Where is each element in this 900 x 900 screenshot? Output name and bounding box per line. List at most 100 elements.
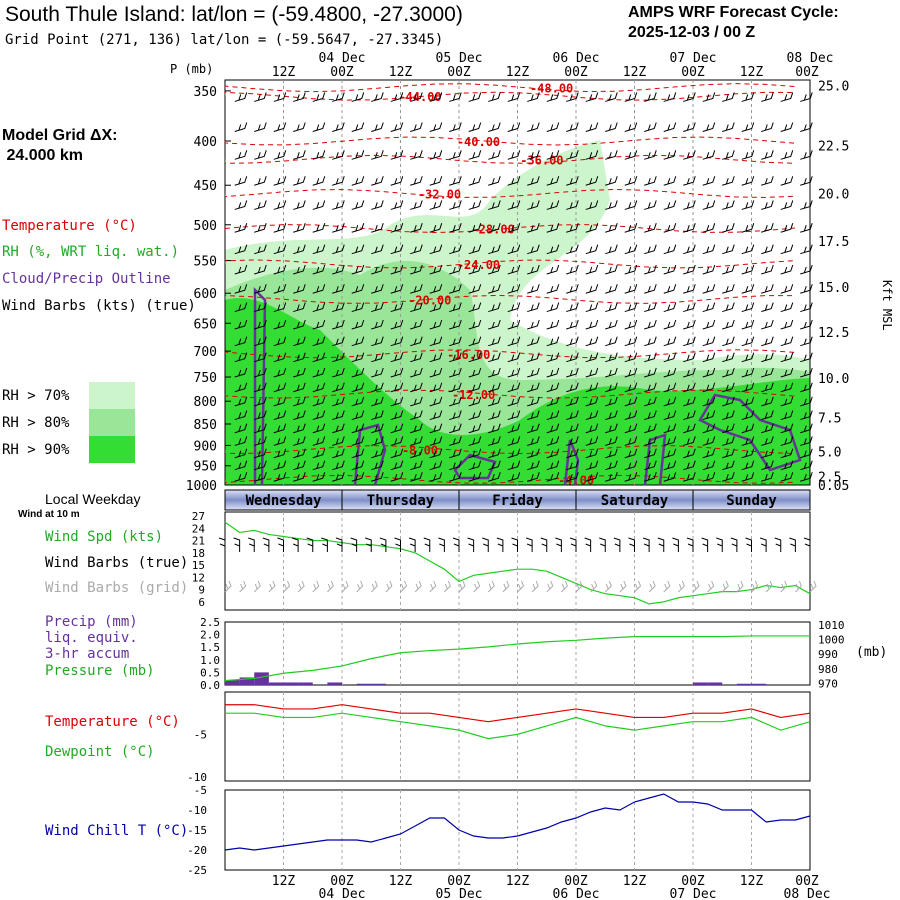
profile-wind-barb <box>254 410 267 421</box>
profile-wind-barb <box>624 122 638 132</box>
profile-wind-barb <box>683 176 696 186</box>
profile-wind-barb <box>722 367 735 378</box>
surface-wind-barb <box>218 537 226 552</box>
profile-wind-barb <box>702 472 716 482</box>
profile-wind-barb <box>683 244 696 255</box>
legend-barbs-true: Wind Barbs (true) <box>45 555 189 571</box>
profile-wind-barb <box>722 423 735 434</box>
bottom-hour-label: 12Z <box>272 874 296 889</box>
profile-wind-barb <box>410 460 423 471</box>
profile-wind-barb <box>683 472 696 482</box>
profile-wind-barb <box>234 284 248 294</box>
profile-wind-barb <box>390 150 404 160</box>
profile-wind-barb <box>585 284 599 294</box>
profile-wind-barb <box>566 436 579 446</box>
profile-wind-barb <box>566 410 579 421</box>
surface-wind-barb <box>423 537 431 552</box>
profile-wind-barb <box>351 448 365 459</box>
profile-wind-barb <box>371 423 384 434</box>
profile-wind-barb <box>644 264 657 275</box>
profile-wind-barb <box>663 302 677 313</box>
grid-wind-barb <box>239 580 247 593</box>
profile-wind-barb <box>273 396 287 407</box>
profile-wind-barb <box>800 367 813 378</box>
profile-wind-barb <box>546 448 560 459</box>
profile-wind-barb <box>449 460 462 471</box>
profile-wind-barb <box>449 396 462 407</box>
profile-wind-barb <box>605 460 618 471</box>
grid-wind-barb <box>224 580 232 593</box>
profile-wind-barb <box>546 472 560 482</box>
legend-rh80: RH > 80% <box>2 415 70 431</box>
profile-wind-barb <box>312 244 326 255</box>
profile-wind-barb <box>683 448 696 459</box>
grid-wind-barb <box>809 580 817 593</box>
kft-tick-label: 15.0 <box>818 281 849 296</box>
profile-wind-barb <box>800 460 813 471</box>
profile-wind-barb <box>429 448 443 459</box>
top-date-label: 06 Dec <box>553 51 600 66</box>
isotherm-label: -48.00 <box>530 82 573 96</box>
profile-wind-barb <box>351 472 365 482</box>
profile-wind-barb <box>312 200 326 210</box>
profile-wind-barb <box>663 122 677 132</box>
precip-bar <box>751 683 767 685</box>
profile-wind-barb <box>254 472 267 482</box>
profile-wind-barb <box>527 122 540 132</box>
top-date-label: 07 Dec <box>670 51 717 66</box>
profile-wind-barb <box>234 367 248 378</box>
surface-wind-barb <box>540 537 548 552</box>
profile-wind-barb <box>800 436 813 446</box>
profile-wind-barb <box>702 122 716 132</box>
profile-wind-barb <box>449 352 462 363</box>
pressure-tick-label: 650 <box>194 317 217 332</box>
weekday-label: Friday <box>492 493 543 509</box>
cloud-outline <box>698 393 802 472</box>
pressure-tick-label: 850 <box>194 418 217 433</box>
profile-wind-barb <box>507 460 521 471</box>
profile-wind-barb <box>273 436 287 446</box>
swatch-rh90 <box>89 436 135 463</box>
profile-wind-barb <box>254 92 267 102</box>
profile-wind-barb <box>624 150 638 160</box>
profile-wind-barb <box>351 436 365 446</box>
profile-wind-barb <box>585 436 599 446</box>
profile-wind-barb <box>371 176 384 186</box>
profile-wind-barb <box>761 382 774 393</box>
profile-wind-barb <box>585 150 599 160</box>
profile-wind-barb <box>429 200 443 210</box>
profile-wind-barb <box>293 448 306 459</box>
profile-wind-barb <box>624 448 638 459</box>
surface-wind-barb <box>408 537 416 552</box>
profile-wind-barb <box>644 410 657 421</box>
profile-wind-barb <box>293 264 306 275</box>
top-date-label: 04 Dec <box>319 51 366 66</box>
profile-wind-barb <box>410 200 423 210</box>
profile-wind-barb <box>332 122 345 132</box>
profile-wind-barb <box>371 382 384 393</box>
profile-wind-barb <box>644 92 657 102</box>
profile-wind-barb <box>624 367 638 378</box>
isotherm-label: -12.00 <box>452 388 495 402</box>
profile-wind-barb <box>624 284 638 294</box>
isotherm-label: -36.00 <box>520 153 563 167</box>
profile-wind-barb <box>468 396 482 407</box>
profile-wind-barb <box>254 460 267 471</box>
grid-wind-barb <box>604 580 612 593</box>
profile-wind-barb <box>663 410 677 421</box>
profile-wind-barb <box>663 382 677 393</box>
isotherm-line <box>225 136 796 146</box>
profile-wind-barb <box>644 122 657 132</box>
profile-wind-barb <box>800 223 813 233</box>
top-date-label: 05 Dec <box>436 51 483 66</box>
precip-bar <box>371 683 386 685</box>
profile-wind-barb <box>293 150 306 160</box>
profile-wind-barb <box>273 460 287 471</box>
grid-wind-barb <box>619 580 627 593</box>
top-hour-label: 12Z <box>389 65 413 80</box>
profile-wind-barb <box>293 367 306 378</box>
profile-wind-barb <box>390 319 404 330</box>
kft-tick-label: 25.0 <box>818 79 849 94</box>
profile-wind-barb <box>644 244 657 255</box>
profile-wind-barb <box>527 336 540 347</box>
